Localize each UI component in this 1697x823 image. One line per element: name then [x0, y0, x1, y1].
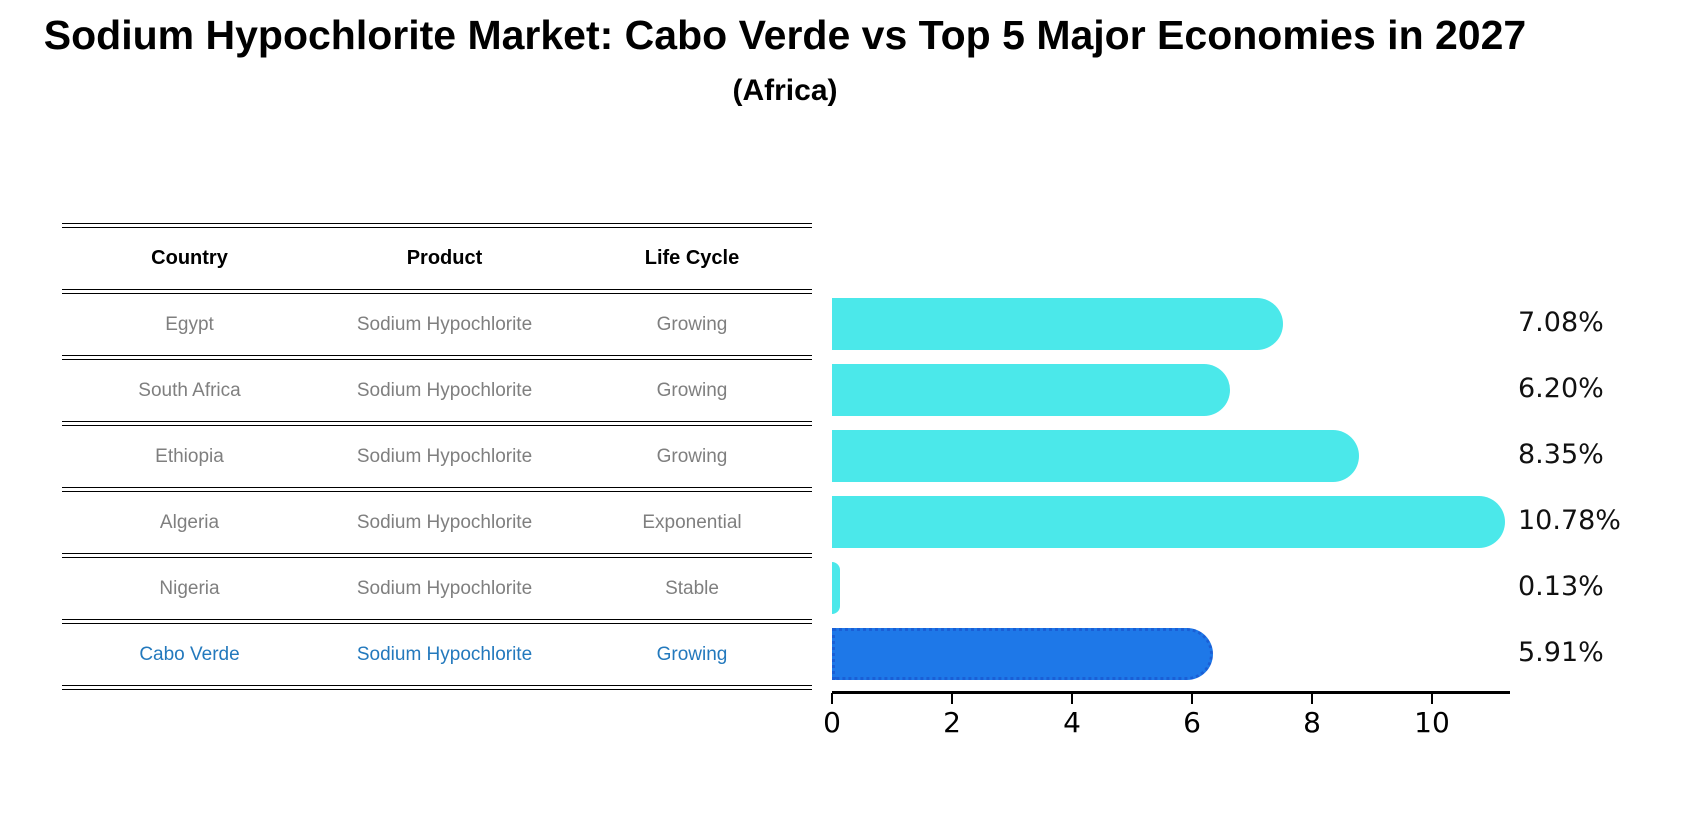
table-rule: [62, 355, 812, 360]
cell-life-cycle: Growing: [656, 313, 728, 335]
value-label-nigeria: 0.13%: [1518, 571, 1604, 602]
page-subtitle: (Africa): [732, 74, 838, 107]
value-label-ethiopia: 8.35%: [1518, 439, 1604, 470]
column-header-country: Country: [151, 247, 228, 269]
cell-country: Cabo Verde: [139, 643, 240, 665]
table-row-egypt: Egypt Sodium Hypochlorite Growing: [62, 294, 812, 355]
x-axis-line: [832, 691, 1510, 694]
table-rule: [62, 619, 812, 624]
cell-product: Sodium Hypochlorite: [356, 313, 533, 335]
table-row-algeria: Algeria Sodium Hypochlorite Exponential: [62, 492, 812, 553]
table-row-ethiopia: Ethiopia Sodium Hypochlorite Growing: [62, 426, 812, 487]
x-axis-tick: [1071, 693, 1073, 704]
cell-product: Sodium Hypochlorite: [356, 379, 533, 401]
cell-life-cycle: Growing: [656, 643, 728, 665]
bar-south-africa: [832, 364, 1230, 416]
bar-nigeria: [832, 562, 840, 614]
cell-product: Sodium Hypochlorite: [356, 577, 533, 599]
x-axis-tick-label: 0: [823, 706, 841, 739]
cell-product: Sodium Hypochlorite: [356, 445, 533, 467]
x-axis-tick: [1311, 693, 1313, 704]
value-label-egypt: 7.08%: [1518, 307, 1604, 338]
bar-cabo-verde: [832, 628, 1213, 680]
table-row-nigeria: Nigeria Sodium Hypochlorite Stable: [62, 558, 812, 619]
cell-country: South Africa: [138, 379, 241, 401]
x-axis-tick: [831, 693, 833, 704]
table-row-cabo-verde: Cabo Verde Sodium Hypochlorite Growing: [62, 624, 812, 685]
cell-life-cycle: Stable: [665, 577, 719, 599]
bar-algeria: [832, 496, 1505, 548]
cell-country: Nigeria: [159, 577, 220, 599]
cell-country: Ethiopia: [155, 445, 224, 467]
cell-country: Algeria: [159, 511, 220, 533]
x-axis-tick: [1431, 693, 1433, 704]
x-axis-tick: [951, 693, 953, 704]
cell-country: Egypt: [165, 313, 214, 335]
cell-life-cycle: Exponential: [642, 511, 742, 533]
value-label-algeria: 10.78%: [1518, 505, 1621, 536]
economies-table: Country Product Life Cycle Egypt Sodium …: [62, 223, 812, 690]
table-rule: [62, 421, 812, 426]
page-title: Sodium Hypochlorite Market: Cabo Verde v…: [43, 12, 1527, 58]
cell-product: Sodium Hypochlorite: [356, 643, 533, 665]
x-axis-tick-label: 4: [1063, 706, 1081, 739]
cell-life-cycle: Growing: [656, 445, 728, 467]
table-rule-bottom: [62, 685, 812, 690]
x-axis-tick-label: 6: [1183, 706, 1201, 739]
column-header-life-cycle: Life Cycle: [644, 247, 740, 269]
value-label-cabo-verde: 5.91%: [1518, 637, 1604, 668]
x-axis-tick: [1191, 693, 1193, 704]
table-rule-top: [62, 223, 812, 228]
table-rule: [62, 553, 812, 558]
bar-ethiopia: [832, 430, 1359, 482]
table-rule: [62, 487, 812, 492]
cell-product: Sodium Hypochlorite: [356, 511, 533, 533]
table-header-row: Country Product Life Cycle: [62, 228, 812, 289]
value-label-south-africa: 6.20%: [1518, 373, 1604, 404]
table-rule: [62, 289, 812, 294]
cell-life-cycle: Growing: [656, 379, 728, 401]
x-axis-tick-label: 8: [1303, 706, 1321, 739]
table-row-south-africa: South Africa Sodium Hypochlorite Growing: [62, 360, 812, 421]
x-axis-tick-label: 2: [943, 706, 961, 739]
bar-egypt: [832, 298, 1283, 350]
x-axis-tick-label: 10: [1414, 706, 1450, 739]
column-header-product: Product: [406, 247, 483, 269]
